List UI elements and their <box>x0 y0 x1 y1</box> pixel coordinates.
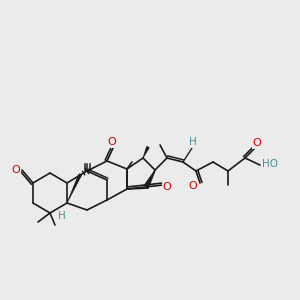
Text: O: O <box>12 165 20 175</box>
Text: H: H <box>189 137 197 147</box>
Text: O: O <box>189 181 197 191</box>
Text: O: O <box>253 138 261 148</box>
Text: O: O <box>163 182 171 192</box>
Polygon shape <box>67 174 81 203</box>
Polygon shape <box>143 146 149 158</box>
Text: HO: HO <box>262 159 278 169</box>
Polygon shape <box>144 170 155 187</box>
Text: H: H <box>58 211 66 221</box>
Text: O: O <box>108 137 116 147</box>
